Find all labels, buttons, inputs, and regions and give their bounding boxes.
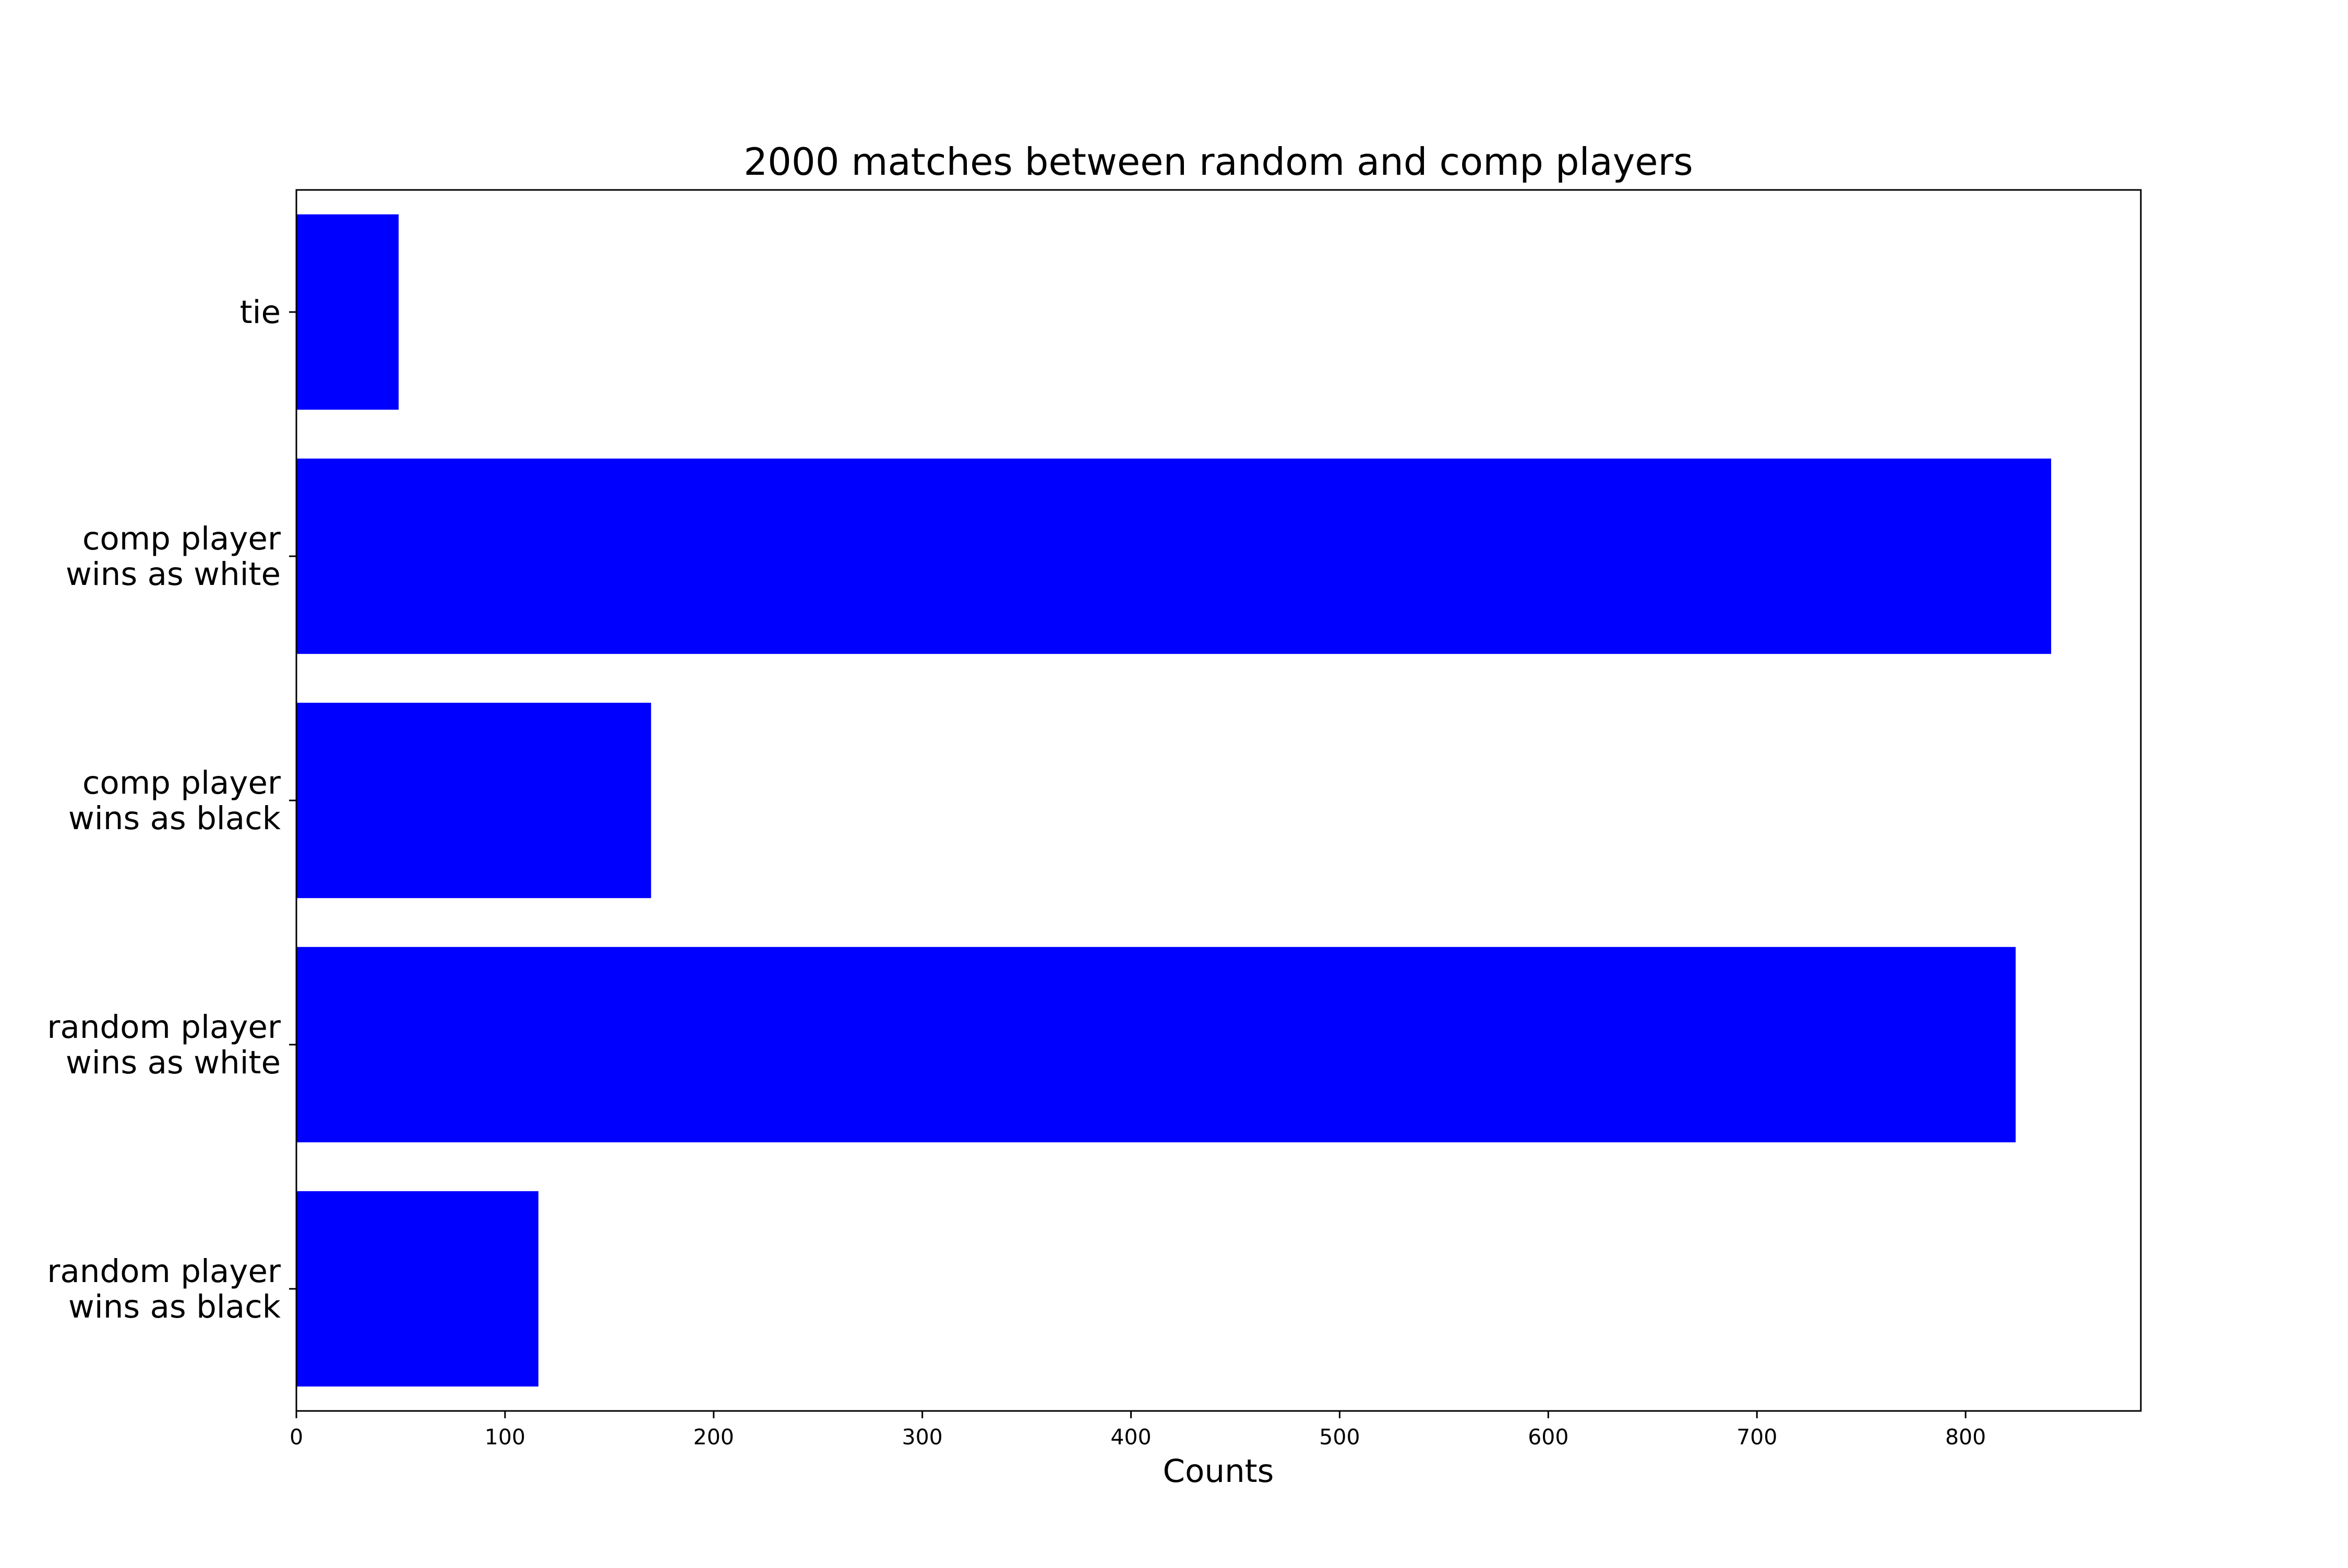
- chart-title: 2000 matches between random and comp pla…: [744, 140, 1693, 184]
- y-tick-label-line: wins as black: [68, 800, 281, 837]
- bar: [296, 458, 2052, 654]
- y-tick-label-line: wins as white: [66, 556, 281, 593]
- y-tick-label-line: random player: [47, 1253, 281, 1290]
- y-tick-label: random player wins as black: [47, 1253, 281, 1325]
- bar: [296, 947, 2016, 1143]
- plot-frame: [295, 189, 2142, 1412]
- y-tick-label: tie: [240, 294, 281, 331]
- bar: [296, 214, 399, 410]
- y-tick-label-line: comp player: [82, 764, 281, 801]
- x-tick-label: 600: [1528, 1425, 1568, 1450]
- x-tick-label: 0: [290, 1425, 303, 1450]
- y-tick-label-line: comp player: [82, 520, 281, 557]
- x-tick-label: 300: [902, 1425, 943, 1450]
- x-tick-label: 500: [1319, 1425, 1360, 1450]
- x-tick-label: 400: [1110, 1425, 1151, 1450]
- x-tick-label: 800: [1945, 1425, 1986, 1450]
- y-tick-label: comp player wins as white: [66, 520, 281, 593]
- x-axis-label: Counts: [1163, 1453, 1274, 1490]
- bars-group: [296, 214, 2052, 1387]
- y-tick-label-line: random player: [47, 1009, 281, 1046]
- bar: [296, 702, 651, 899]
- y-tick-label-line: wins as white: [66, 1044, 281, 1081]
- y-tick-label: comp player wins as black: [68, 764, 281, 837]
- bar: [296, 1191, 538, 1387]
- y-tick-label-line: tie: [240, 294, 281, 331]
- y-tick-label-line: wins as black: [68, 1288, 281, 1325]
- x-tick-label: 700: [1736, 1425, 1777, 1450]
- y-tick-label: random player wins as white: [47, 1009, 281, 1081]
- x-axis-ticks: 0 100 200 300 400 500 600 700 800: [290, 1411, 1986, 1450]
- x-tick-label: 200: [693, 1425, 734, 1450]
- x-tick-label: 100: [485, 1425, 525, 1450]
